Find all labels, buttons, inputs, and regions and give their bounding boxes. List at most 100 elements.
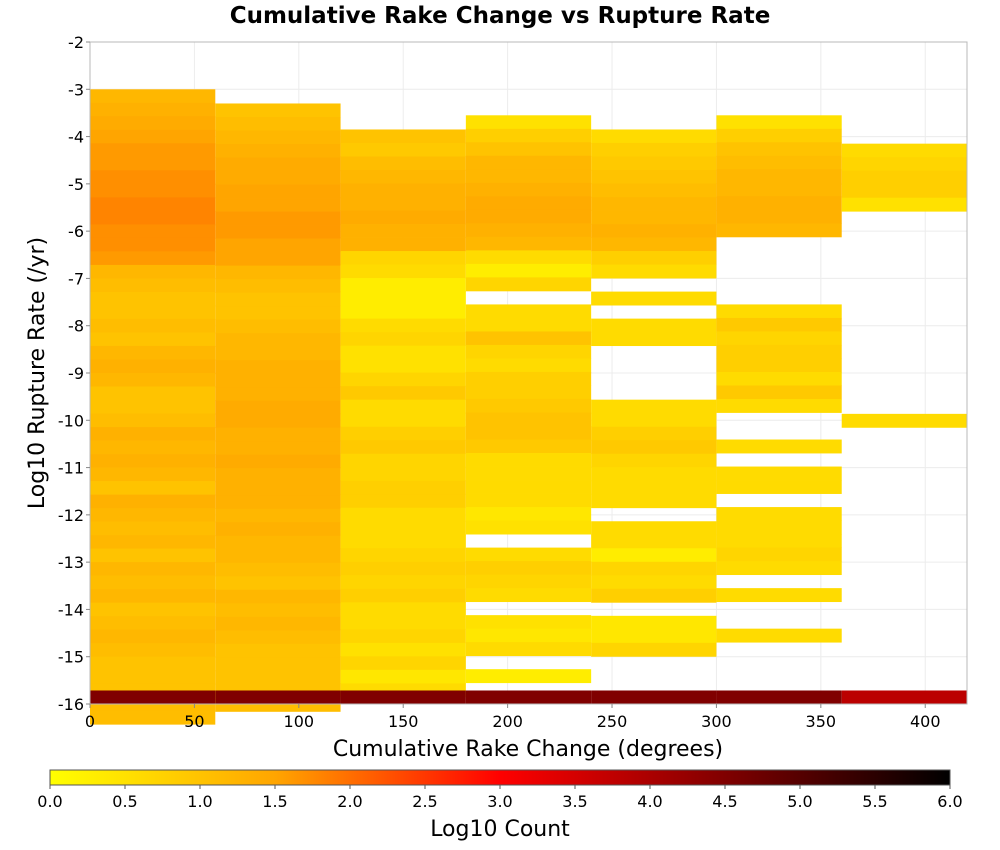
heatmap-cell bbox=[90, 670, 216, 685]
heatmap-cell bbox=[716, 304, 842, 319]
heatmap-cell bbox=[591, 588, 717, 603]
heatmap-cell bbox=[340, 534, 466, 549]
heatmap-cell bbox=[215, 279, 341, 294]
heatmap-cell bbox=[90, 143, 216, 158]
heatmap-cell bbox=[340, 669, 466, 684]
heatmap-cell bbox=[591, 183, 717, 198]
heatmap-cell bbox=[716, 628, 842, 643]
heatmap-cell bbox=[591, 142, 717, 157]
heatmap-cell bbox=[215, 630, 341, 645]
heatmap-cell bbox=[340, 521, 466, 536]
heatmap-cell bbox=[465, 263, 592, 278]
heatmap-cell bbox=[465, 115, 592, 130]
heatmap-cell bbox=[215, 414, 341, 429]
heatmap-cell bbox=[90, 629, 216, 644]
heatmap-cell bbox=[465, 507, 592, 521]
heatmap-cell bbox=[90, 589, 216, 604]
heatmap-cell bbox=[340, 264, 466, 279]
heatmap-cell bbox=[90, 102, 216, 117]
heatmap-cell bbox=[716, 169, 842, 184]
colorbar-tick-label: 4.0 bbox=[637, 792, 662, 811]
y-tick-label: -4 bbox=[68, 128, 84, 147]
x-axis-label: Cumulative Rake Change (degrees) bbox=[333, 737, 723, 762]
heatmap-cell bbox=[465, 520, 592, 535]
heatmap-cell bbox=[716, 196, 842, 211]
heatmap-cell bbox=[465, 574, 592, 589]
heatmap-cell bbox=[90, 562, 216, 577]
heatmap-cell bbox=[591, 521, 717, 536]
heatmap-cell bbox=[591, 575, 717, 590]
heatmap-cell bbox=[591, 224, 717, 238]
heatmap-cell bbox=[716, 142, 842, 157]
heatmap-cell bbox=[465, 169, 592, 184]
heatmap-cell bbox=[716, 547, 842, 562]
y-tick-label: -15 bbox=[58, 648, 84, 667]
x-tick-label: 0 bbox=[85, 712, 95, 731]
heatmap-cell bbox=[340, 507, 466, 522]
heatmap-cell bbox=[90, 318, 216, 333]
heatmap-cell bbox=[591, 690, 717, 705]
colorbar-tick-label: 2.0 bbox=[337, 792, 362, 811]
heatmap-cell bbox=[465, 304, 592, 319]
y-tick-label: -9 bbox=[68, 364, 84, 383]
heatmap-cell bbox=[215, 441, 341, 456]
heatmap-cell bbox=[90, 427, 216, 441]
heatmap-cell bbox=[465, 236, 592, 251]
heatmap-cell bbox=[215, 468, 341, 483]
heatmap-cell bbox=[90, 264, 216, 279]
heatmap-cell bbox=[465, 480, 592, 494]
heatmap-cell bbox=[340, 224, 466, 238]
heatmap-cell bbox=[591, 291, 717, 306]
heatmap-cell bbox=[90, 400, 216, 414]
heatmap-cell bbox=[716, 466, 842, 481]
heatmap-cell bbox=[90, 183, 216, 198]
colorbar-tick-label: 1.0 bbox=[187, 792, 212, 811]
heatmap-cell bbox=[465, 223, 592, 238]
heatmap-cell bbox=[215, 643, 341, 658]
heatmap-cell bbox=[215, 522, 341, 537]
heatmap-cell bbox=[340, 142, 466, 157]
x-tick-label: 250 bbox=[597, 712, 628, 731]
heatmap-cell bbox=[716, 128, 842, 143]
heatmap-cell bbox=[591, 129, 717, 144]
heatmap-cell bbox=[90, 535, 216, 550]
heatmap-cell bbox=[591, 399, 717, 414]
heatmap-cell bbox=[215, 171, 341, 185]
heatmap-cell bbox=[465, 453, 592, 467]
heatmap-cell bbox=[465, 412, 592, 427]
heatmap-cell bbox=[340, 426, 466, 441]
heatmap-cell bbox=[90, 345, 216, 360]
heatmap-cell bbox=[215, 589, 341, 604]
heatmap-cell bbox=[90, 170, 216, 185]
heatmap-cell bbox=[591, 413, 717, 428]
heatmap-cell bbox=[90, 291, 216, 306]
heatmap-cell bbox=[340, 642, 466, 657]
heatmap-cell bbox=[215, 508, 341, 523]
heatmap-cell bbox=[841, 157, 967, 172]
heatmap-cells bbox=[90, 89, 967, 725]
y-tick-label: -3 bbox=[68, 80, 84, 99]
heatmap-cell bbox=[90, 372, 216, 387]
heatmap-cell bbox=[340, 156, 466, 171]
heatmap-cell bbox=[215, 130, 341, 145]
heatmap-cell bbox=[90, 690, 216, 705]
heatmap-cell bbox=[340, 588, 466, 603]
heatmap-cell bbox=[90, 440, 216, 455]
heatmap-cell bbox=[465, 493, 592, 508]
heatmap-cell bbox=[716, 182, 842, 197]
y-tick-label: -11 bbox=[58, 459, 84, 478]
heatmap-cell bbox=[215, 211, 341, 226]
heatmap-cell bbox=[215, 576, 341, 591]
x-axis-ticks: 0 50 100 150 200 250 300 350 400 bbox=[85, 704, 941, 731]
colorbar bbox=[49, 769, 951, 786]
heatmap-cell bbox=[90, 575, 216, 590]
heatmap-cell bbox=[340, 210, 466, 225]
heatmap-cell bbox=[215, 400, 341, 415]
heatmap-cell bbox=[340, 656, 466, 671]
y-axis-ticks: -2 -3 -4 -5 -6 -7 -8 -9 -10 -11 -12 -13 -14 -15 -16 bbox=[58, 33, 90, 714]
colorbar-tick-label: 3.5 bbox=[562, 792, 587, 811]
heatmap-cell bbox=[340, 615, 466, 630]
heatmap-cell bbox=[465, 331, 592, 346]
heatmap-cell bbox=[90, 278, 216, 293]
heatmap-cell bbox=[90, 359, 216, 374]
